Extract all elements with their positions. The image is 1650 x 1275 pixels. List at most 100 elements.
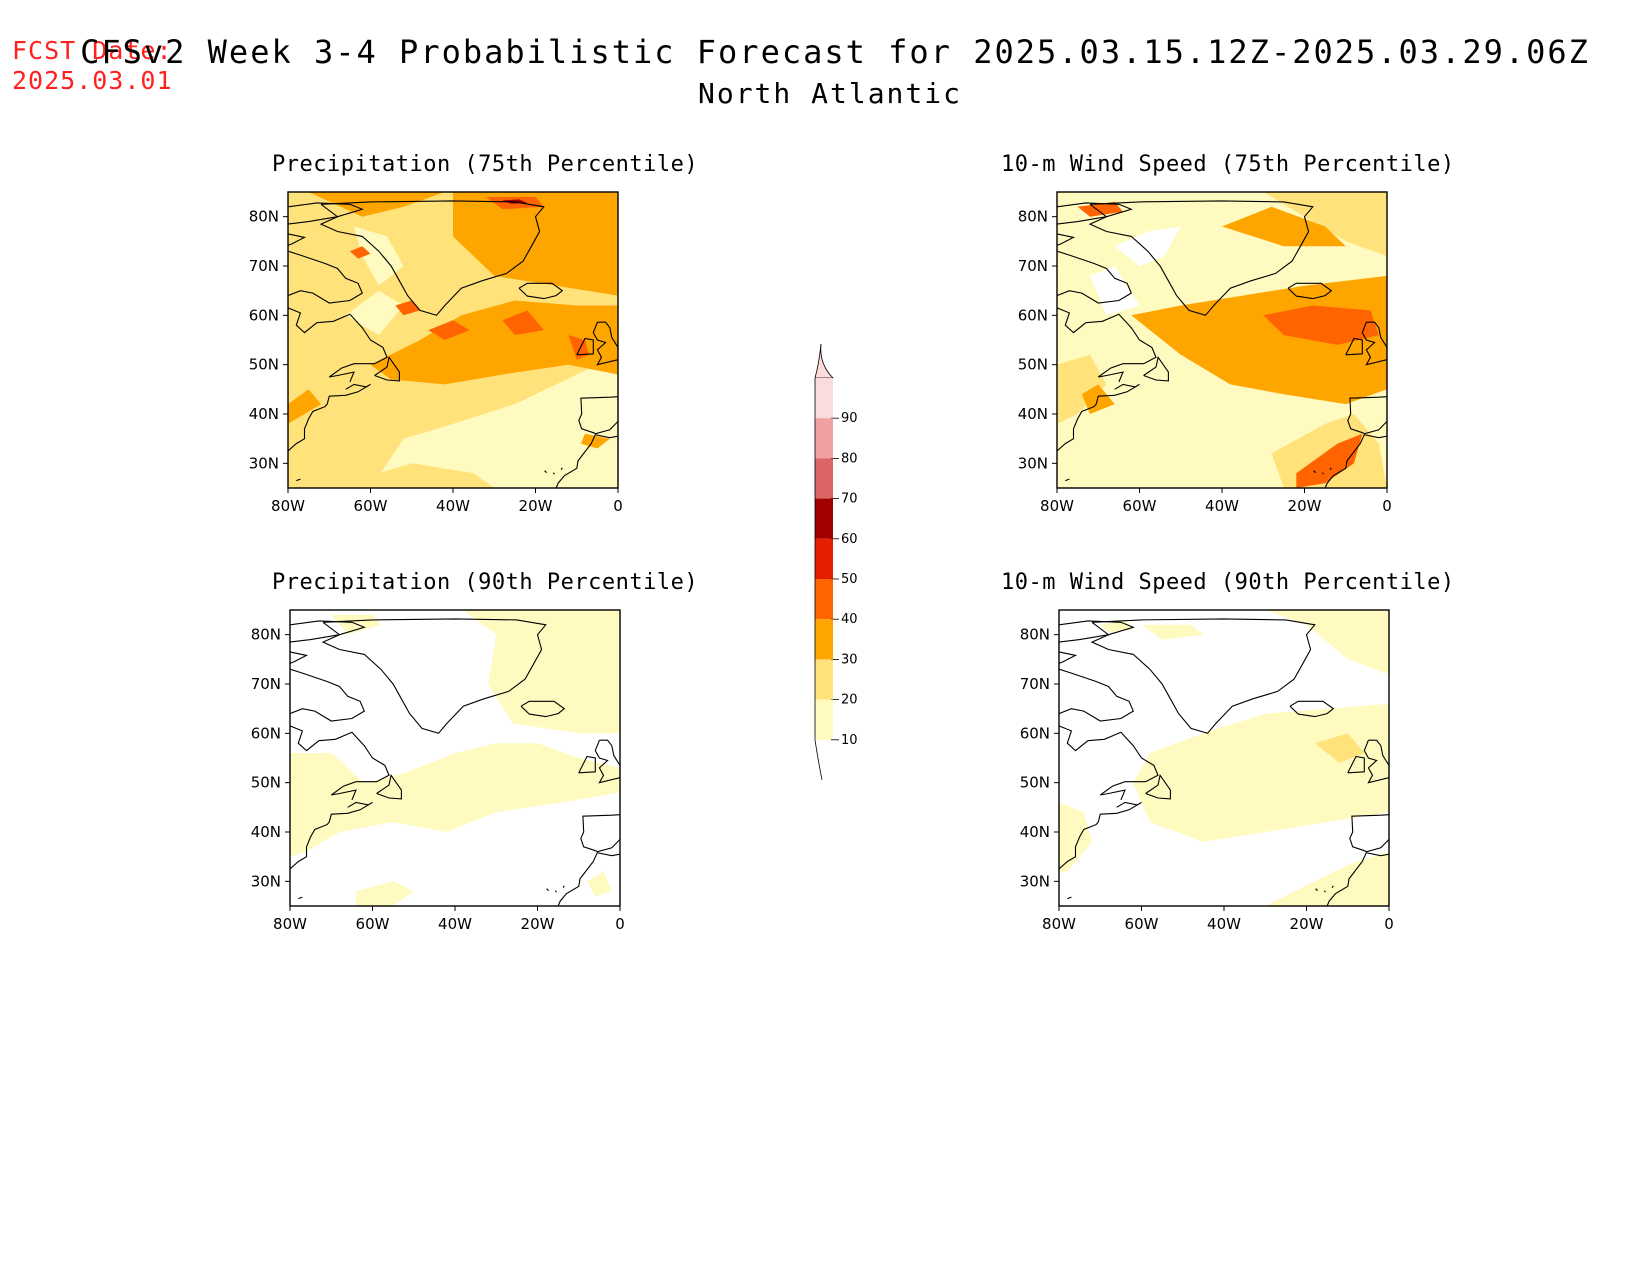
lon-tick-label: 60W [1125,915,1159,933]
legend-swatch-20 [815,659,833,700]
probability-area-10 [1141,624,1204,640]
legend-label: 90 [841,411,858,426]
lat-tick-label: 30N [251,872,281,890]
lat-tick-label: 70N [249,257,279,275]
lon-tick-label: 0 [615,915,625,933]
coastline [290,668,365,722]
legend-swatch-60 [815,498,833,539]
coastline [518,282,564,300]
legend-label: 80 [841,451,858,466]
forecast-date-block: FCST Date: 2025.03.01 [12,36,173,96]
probability-area [1114,226,1181,266]
probability-area-10 [290,743,620,857]
legend-swatch-80 [815,418,833,459]
coastline [520,700,566,718]
probability-area-10 [1059,802,1092,872]
coastline [374,355,400,382]
coastline [1347,755,1365,774]
lon-tick-label: 80W [273,915,307,933]
lon-tick-label: 80W [1040,497,1074,515]
legend-label: 40 [841,612,858,627]
coastline [1065,478,1070,482]
coastline [1347,396,1387,435]
probability-fill [290,610,620,906]
probability-area-30 [453,192,618,296]
lat-tick-label: 70N [1018,257,1048,275]
probability-area-10 [1265,610,1389,675]
coastline [552,472,555,475]
lon-tick-label: 40W [1205,497,1239,515]
coastline [1088,200,1314,316]
lon-tick-label: 40W [436,497,470,515]
page-title-block: CFSv2 Week 3-4 Probabilistic Forecast fo… [0,32,1650,116]
lat-tick-label: 40N [249,405,279,423]
probability-area [354,226,404,286]
legend-swatch-30 [815,619,833,660]
probability-area-40 [1296,433,1363,488]
coastline [290,651,309,664]
coastlines [1059,618,1389,906]
lon-tick-label: 20W [1290,915,1324,933]
coastline [1059,725,1159,801]
legend-label: 70 [841,492,858,507]
lat-tick-label: 70N [1020,675,1050,693]
fcst-date-value: 2025.03.01 [12,66,173,95]
coastline [1090,618,1316,734]
coastline [288,233,307,246]
legend-label: 10 [841,733,858,748]
coastline [576,337,594,356]
coastline [288,202,364,225]
lon-tick-label: 60W [1123,497,1157,515]
coastline [1059,620,1135,643]
lon-tick-label: 60W [354,497,388,515]
lat-tick-label: 80N [1020,626,1050,644]
lat-tick-label: 40N [1020,823,1050,841]
coastline [544,470,547,474]
map-wind75: 80N 70N 60N 50N 40N 30N 80W 60W 40W 20W 0 [1018,191,1392,515]
lon-tick-label: 40W [438,915,472,933]
legend-label: 50 [841,572,858,587]
coastline [578,396,618,435]
panel-title: Precipitation (90th Percentile) [272,570,699,595]
coastline [554,890,557,893]
coastline [578,755,596,774]
coastline [1331,885,1334,888]
map-precip90: 80N 70N 60N 50N 40N 30N 80W 60W 40W 20W 0 [251,609,625,933]
coastline [1321,472,1324,475]
lat-tick-label: 30N [1018,454,1048,472]
probability-area-10 [356,881,414,906]
probability-fill [1059,610,1389,906]
coastline [1326,852,1389,906]
probability-area-30 [308,192,445,217]
coastline [1143,355,1169,382]
coastline [290,725,390,801]
coastline [1345,337,1363,356]
probability-area-10 [587,871,612,897]
lat-tick-label: 50N [1018,356,1048,374]
coastline [557,852,620,906]
probability-area-40 [1263,305,1379,345]
lat-tick-label: 80N [1018,208,1048,226]
lon-tick-label: 80W [1042,915,1076,933]
coastline [592,321,618,366]
coastline [1361,321,1387,366]
lat-tick-label: 60N [1020,724,1050,742]
coastline [288,383,371,452]
lon-tick-label: 60W [356,915,390,933]
legend-swatch-40 [815,579,833,620]
coastline [594,739,620,784]
coastline [1057,307,1157,383]
probability-area-30 [288,389,321,424]
probability-area [362,463,495,488]
probability-area-40 [428,320,470,340]
coastline [1315,888,1318,892]
lat-tick-label: 30N [1020,872,1050,890]
legend-label: 60 [841,532,858,547]
coastline [298,896,303,900]
coastline [560,467,563,470]
probability-area-10 [1133,703,1389,842]
coastline [1059,801,1142,870]
lon-tick-label: 0 [1382,497,1392,515]
coastline [1057,383,1140,452]
coastline [580,814,620,853]
